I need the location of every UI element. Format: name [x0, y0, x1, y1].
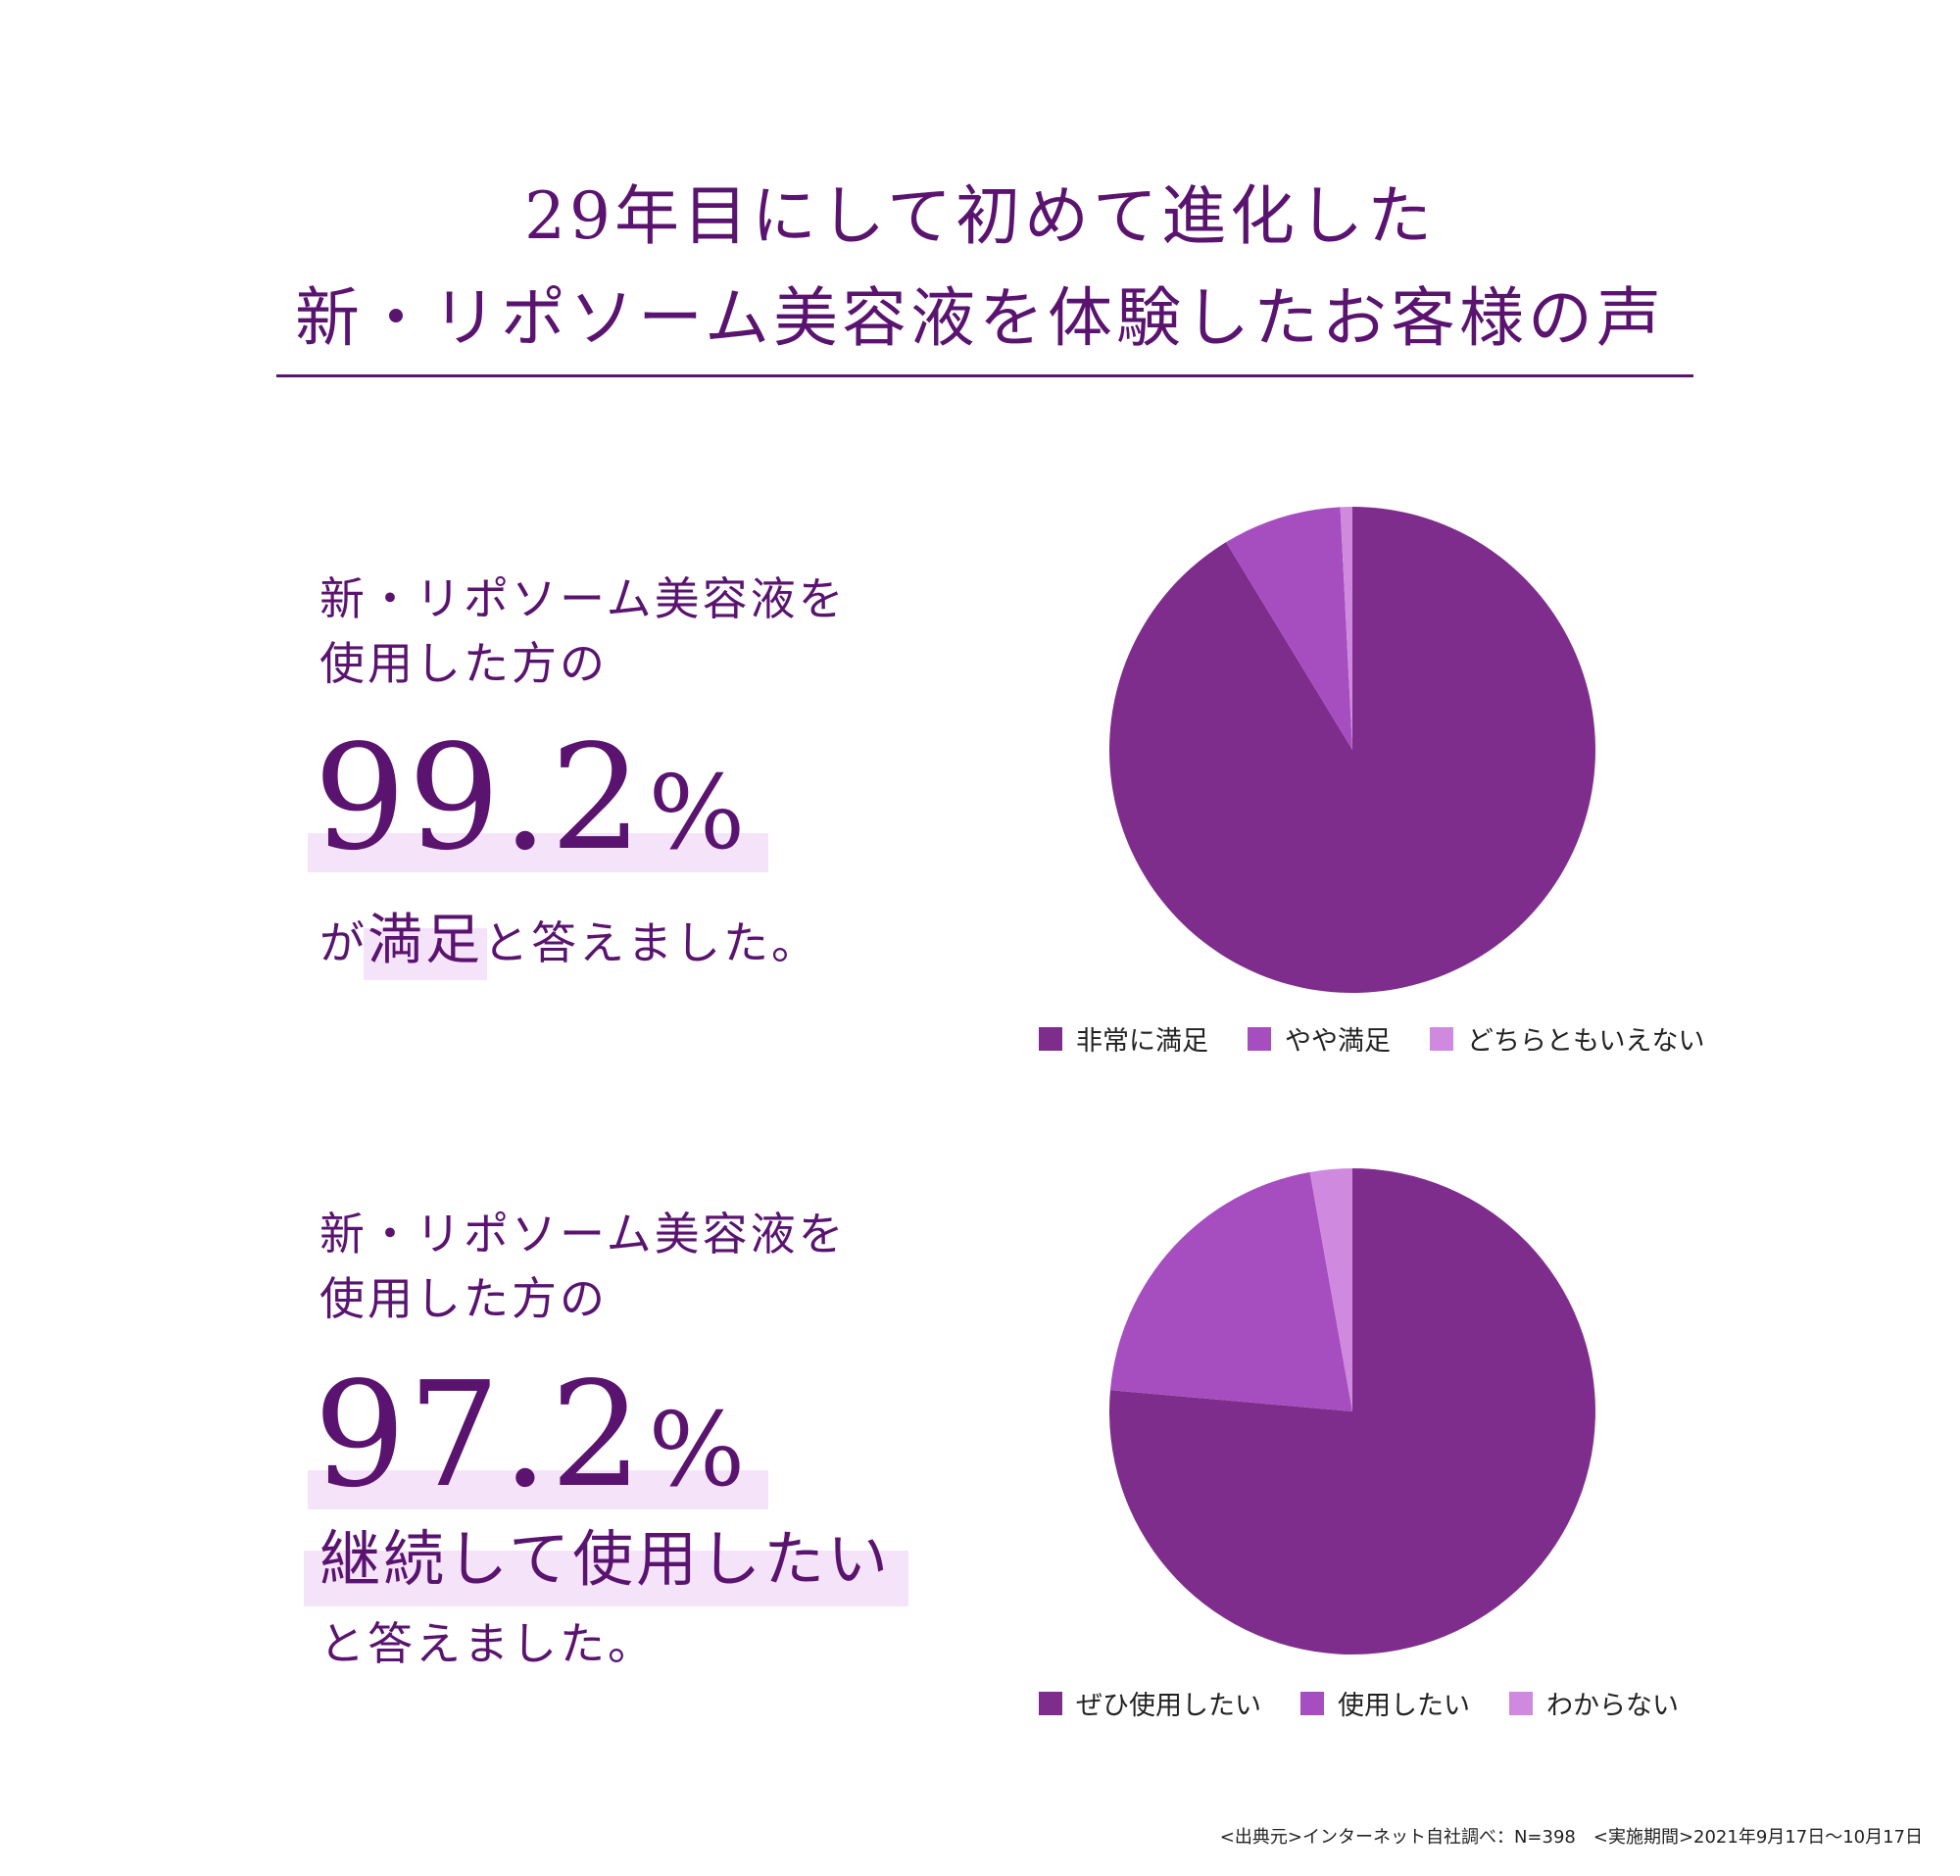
section2-emphasis-highlight	[304, 1551, 909, 1606]
continuation-legend-swatch-3	[1509, 1691, 1533, 1715]
satisfaction-legend-swatch-2	[1248, 1026, 1271, 1051]
continuation-legend: ぜひ使用したい 使用したい わからない	[1039, 1684, 1718, 1722]
section1-figure: 99.2%	[308, 725, 768, 872]
continuation-legend-swatch-2	[1300, 1691, 1324, 1715]
continuation-legend-item-2: 使用したい	[1300, 1684, 1470, 1722]
section2-sentence-emphasis-line: 継続して使用したい	[304, 1529, 909, 1606]
section2-sentence-emphasis: 継続して使用したい	[304, 1523, 909, 1606]
continuation-legend-swatch-1	[1039, 1691, 1062, 1715]
section1-figure-unit: %	[648, 753, 748, 872]
section1-emphasis-highlight	[364, 928, 487, 980]
section1-figure-highlight	[308, 833, 768, 872]
satisfaction-legend: 非常に満足 やや満足 どちらともいえない	[1039, 1019, 1743, 1058]
satisfaction-legend-item-2: やや満足	[1248, 1019, 1391, 1058]
satisfaction-legend-label-1: 非常に満足	[1076, 1026, 1208, 1057]
continuation-slice-2	[1109, 1171, 1352, 1411]
satisfaction-legend-swatch-1	[1039, 1026, 1062, 1051]
section1-figure-value: 99.2%	[314, 714, 748, 882]
continuation-legend-label-3: わからない	[1546, 1691, 1679, 1721]
satisfaction-legend-swatch-3	[1430, 1026, 1453, 1051]
section1-sentence-emphasis: 満足	[364, 909, 487, 980]
satisfaction-legend-item-1: 非常に満足	[1039, 1019, 1208, 1058]
satisfaction-slice-3	[1340, 507, 1352, 750]
continuation-slice-3	[1309, 1168, 1352, 1411]
satisfaction-pie-chart	[1109, 507, 1595, 993]
section2-figure-unit: %	[648, 1390, 748, 1509]
source-footnote: <出典元>インターネット自社調べ：N=398 <実施期間>2021年9月17日〜…	[1219, 1827, 1923, 1848]
continuation-legend-item-1: ぜひ使用したい	[1039, 1684, 1261, 1722]
section1-lead-line2: 使用した方の	[319, 637, 608, 690]
section2-sentence-suffix: と答えました。	[319, 1617, 656, 1670]
section1-lead-line1: 新・リポソーム美容液を	[319, 572, 847, 625]
satisfaction-legend-label-3: どちらともいえない	[1467, 1026, 1705, 1057]
section2-figure-highlight	[308, 1470, 768, 1509]
continuation-legend-item-3: わからない	[1509, 1684, 1679, 1722]
section1-sentence-prefix: が	[319, 916, 368, 969]
page-title-line2: 新・リポソーム美容液を体験したお客様の声	[294, 280, 1666, 356]
continuation-legend-label-2: 使用したい	[1338, 1691, 1470, 1721]
section2-figure: 97.2%	[308, 1362, 768, 1509]
section2-figure-value: 97.2%	[314, 1351, 748, 1519]
satisfaction-legend-item-3: どちらともいえない	[1430, 1019, 1704, 1058]
continuation-legend-label-1: ぜひ使用したい	[1076, 1691, 1261, 1721]
page-title-line1: 29年目にして初めて進化した	[523, 178, 1436, 254]
section1-sentence-suffix: と答えました。	[483, 916, 819, 969]
section1-sentence: が満足と答えました。	[319, 913, 819, 980]
satisfaction-slice-2	[1226, 507, 1352, 750]
section2-lead-line2: 使用した方の	[319, 1272, 608, 1325]
satisfaction-legend-label-2: やや満足	[1285, 1026, 1391, 1057]
section2-lead-line1: 新・リポソーム美容液を	[319, 1208, 847, 1260]
continuation-pie-chart	[1109, 1168, 1595, 1654]
title-divider	[276, 374, 1693, 377]
